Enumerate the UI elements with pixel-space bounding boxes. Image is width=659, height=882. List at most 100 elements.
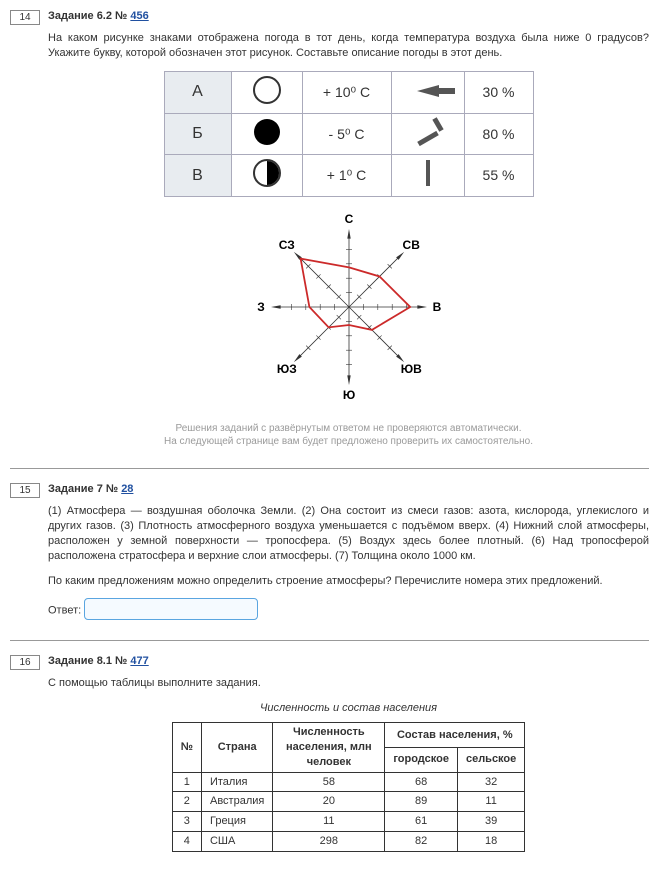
svg-text:ЮВ: ЮВ [400, 363, 421, 377]
pct-cell: 55 % [464, 155, 533, 197]
task-number-box: 15 [10, 483, 40, 498]
wind-cell [391, 113, 464, 155]
auto-check-note: Решения заданий с развёрнутым ответом не… [48, 422, 649, 448]
task-title: Задание 8.1 № 477 [48, 655, 149, 667]
cell-urban: 89 [385, 792, 458, 812]
task-14: 14 Задание 6.2 № 456 На каком рисунке зн… [10, 10, 649, 448]
col-comp: Состав населения, % [385, 723, 525, 748]
cell-rural: 32 [457, 772, 524, 792]
cloud-full-icon [254, 119, 280, 145]
answer-row: Ответ: [48, 598, 649, 620]
cell-pop: 298 [273, 832, 385, 852]
task-header: 16 Задание 8.1 № 477 [10, 655, 649, 670]
col-n: № [172, 723, 201, 773]
note-line-2: На следующей странице вам будет предложе… [164, 436, 533, 447]
task-link[interactable]: 28 [121, 483, 133, 495]
cell-n: 2 [172, 792, 201, 812]
task-15: 15 Задание 7 № 28 (1) Атмосфера — воздуш… [10, 483, 649, 620]
population-table: № Страна Численность населения, млн чело… [172, 722, 526, 852]
weather-row: Б - 5⁰ C 80 % [164, 113, 533, 155]
svg-text:СВ: СВ [402, 238, 420, 252]
svg-text:З: З [257, 300, 265, 314]
cell-n: 1 [172, 772, 201, 792]
pct-cell: 80 % [464, 113, 533, 155]
cell-country: США [201, 832, 272, 852]
table-row: 1Италия586832 [172, 772, 525, 792]
temp-cell: + 1⁰ C [302, 155, 391, 197]
cell-pop: 11 [273, 812, 385, 832]
temp-cell: - 5⁰ C [302, 113, 391, 155]
question-text: По каким предложениям можно определить с… [48, 574, 649, 589]
col-pop: Численность населения, млн человек [273, 723, 385, 773]
cloud-empty-icon [253, 76, 281, 104]
row-letter: В [164, 155, 231, 197]
task-body: (1) Атмосфера — воздушная оболочка Земли… [48, 504, 649, 620]
col-urban: городское [385, 747, 458, 772]
note-line-1: Решения заданий с развёрнутым ответом не… [175, 423, 521, 434]
table-row: 2Австралия208911 [172, 792, 525, 812]
table-row: 3Греция116139 [172, 812, 525, 832]
task-body: С помощью таблицы выполните задания. Чис… [48, 676, 649, 852]
svg-text:В: В [432, 300, 441, 314]
cloud-half-icon [253, 159, 281, 187]
cloud-cell [231, 155, 302, 197]
weather-table: А + 10⁰ C 30 % Б - 5⁰ C 80 % В + 1⁰ C 55 % [164, 71, 534, 198]
pct-cell: 30 % [464, 71, 533, 113]
cell-n: 4 [172, 832, 201, 852]
task-number-box: 14 [10, 10, 40, 25]
wind-cell [391, 71, 464, 113]
cell-pop: 20 [273, 792, 385, 812]
separator [10, 468, 649, 469]
compass-diagram: С СВ В ЮВ Ю ЮЗ З СЗ [234, 207, 464, 407]
intro-text: С помощью таблицы выполните задания. [48, 676, 649, 691]
svg-text:С: С [344, 212, 353, 226]
task-number-box: 16 [10, 655, 40, 670]
task-header: 14 Задание 6.2 № 456 [10, 10, 649, 25]
svg-text:СЗ: СЗ [278, 238, 294, 252]
title-prefix: Задание 7 № [48, 483, 121, 495]
cloud-cell [231, 113, 302, 155]
separator [10, 640, 649, 641]
task-16: 16 Задание 8.1 № 477 С помощью таблицы в… [10, 655, 649, 852]
cell-country: Италия [201, 772, 272, 792]
cell-rural: 39 [457, 812, 524, 832]
col-rural: сельское [457, 747, 524, 772]
cell-rural: 11 [457, 792, 524, 812]
task-title: Задание 7 № 28 [48, 483, 133, 495]
task-link[interactable]: 456 [130, 10, 148, 22]
cell-urban: 82 [385, 832, 458, 852]
task-body: На каком рисунке знаками отображена пого… [48, 31, 649, 448]
table-row: 4США2988218 [172, 832, 525, 852]
passage-text: (1) Атмосфера — воздушная оболочка Земли… [48, 504, 649, 563]
table-caption: Численность и состав населения [48, 701, 649, 716]
answer-input[interactable] [84, 598, 258, 620]
cell-urban: 68 [385, 772, 458, 792]
cell-pop: 58 [273, 772, 385, 792]
title-prefix: Задание 8.1 № [48, 655, 130, 667]
row-letter: Б [164, 113, 231, 155]
answer-label: Ответ: [48, 605, 81, 617]
compass-wrap: С СВ В ЮВ Ю ЮЗ З СЗ [48, 207, 649, 412]
cell-country: Греция [201, 812, 272, 832]
cell-country: Австралия [201, 792, 272, 812]
weather-row: В + 1⁰ C 55 % [164, 155, 533, 197]
task-header: 15 Задание 7 № 28 [10, 483, 649, 498]
cell-n: 3 [172, 812, 201, 832]
wind-arrow-icon [417, 85, 439, 97]
cell-rural: 18 [457, 832, 524, 852]
task-link[interactable]: 477 [130, 655, 148, 667]
col-country: Страна [201, 723, 272, 773]
question-text: На каком рисунке знаками отображена пого… [48, 31, 649, 61]
task-title: Задание 6.2 № 456 [48, 10, 149, 22]
cloud-cell [231, 71, 302, 113]
weather-row: А + 10⁰ C 30 % [164, 71, 533, 113]
cell-urban: 61 [385, 812, 458, 832]
row-letter: А [164, 71, 231, 113]
wind-arrow-icon [411, 118, 445, 146]
wind-arrow-icon [426, 160, 430, 186]
svg-text:ЮЗ: ЮЗ [276, 363, 296, 377]
title-prefix: Задание 6.2 № [48, 10, 130, 22]
temp-cell: + 10⁰ C [302, 71, 391, 113]
svg-text:Ю: Ю [342, 388, 354, 402]
wind-cell [391, 155, 464, 197]
